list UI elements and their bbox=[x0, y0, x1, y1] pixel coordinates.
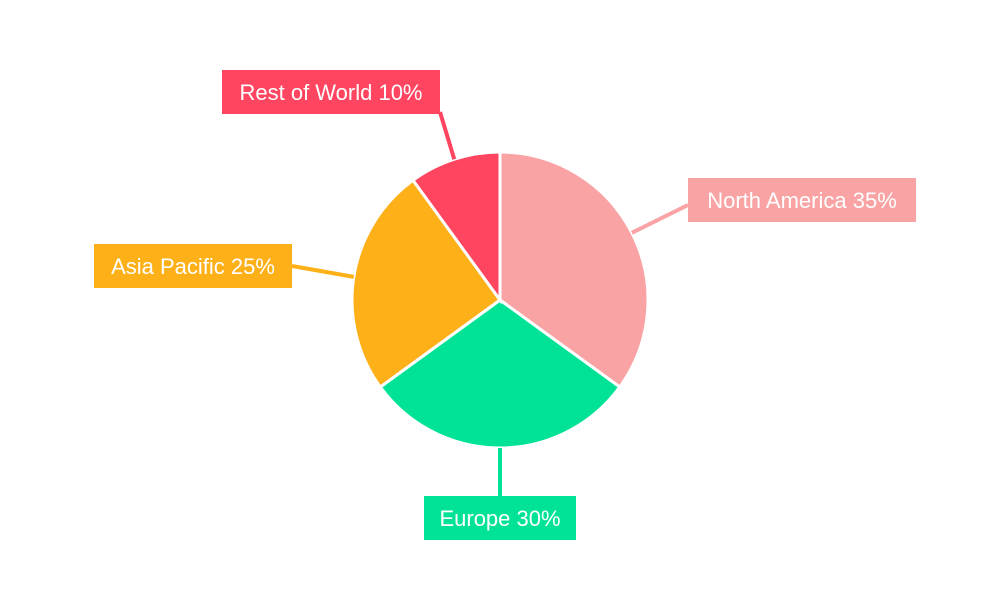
leader-line bbox=[438, 111, 457, 160]
slice-label: Europe 30% bbox=[439, 506, 560, 531]
slice-label: Asia Pacific 25% bbox=[111, 254, 275, 279]
label-box bbox=[94, 244, 292, 288]
pie-slice-asia-pacific[interactable] bbox=[350, 178, 503, 390]
label-box bbox=[688, 178, 916, 222]
pie-slices bbox=[350, 150, 650, 450]
slice-label: Rest of World 10% bbox=[239, 80, 422, 105]
pie-slice-north-america[interactable] bbox=[498, 150, 650, 390]
slice-label: North America 35% bbox=[707, 188, 897, 213]
label-box bbox=[424, 496, 576, 540]
label-box bbox=[222, 70, 440, 114]
slice-labels: North America 35% Europe 30% Asia Pacific … bbox=[94, 70, 916, 540]
leader-line bbox=[291, 264, 355, 279]
pie-slice-europe[interactable] bbox=[378, 298, 622, 450]
leader-line bbox=[630, 203, 689, 235]
